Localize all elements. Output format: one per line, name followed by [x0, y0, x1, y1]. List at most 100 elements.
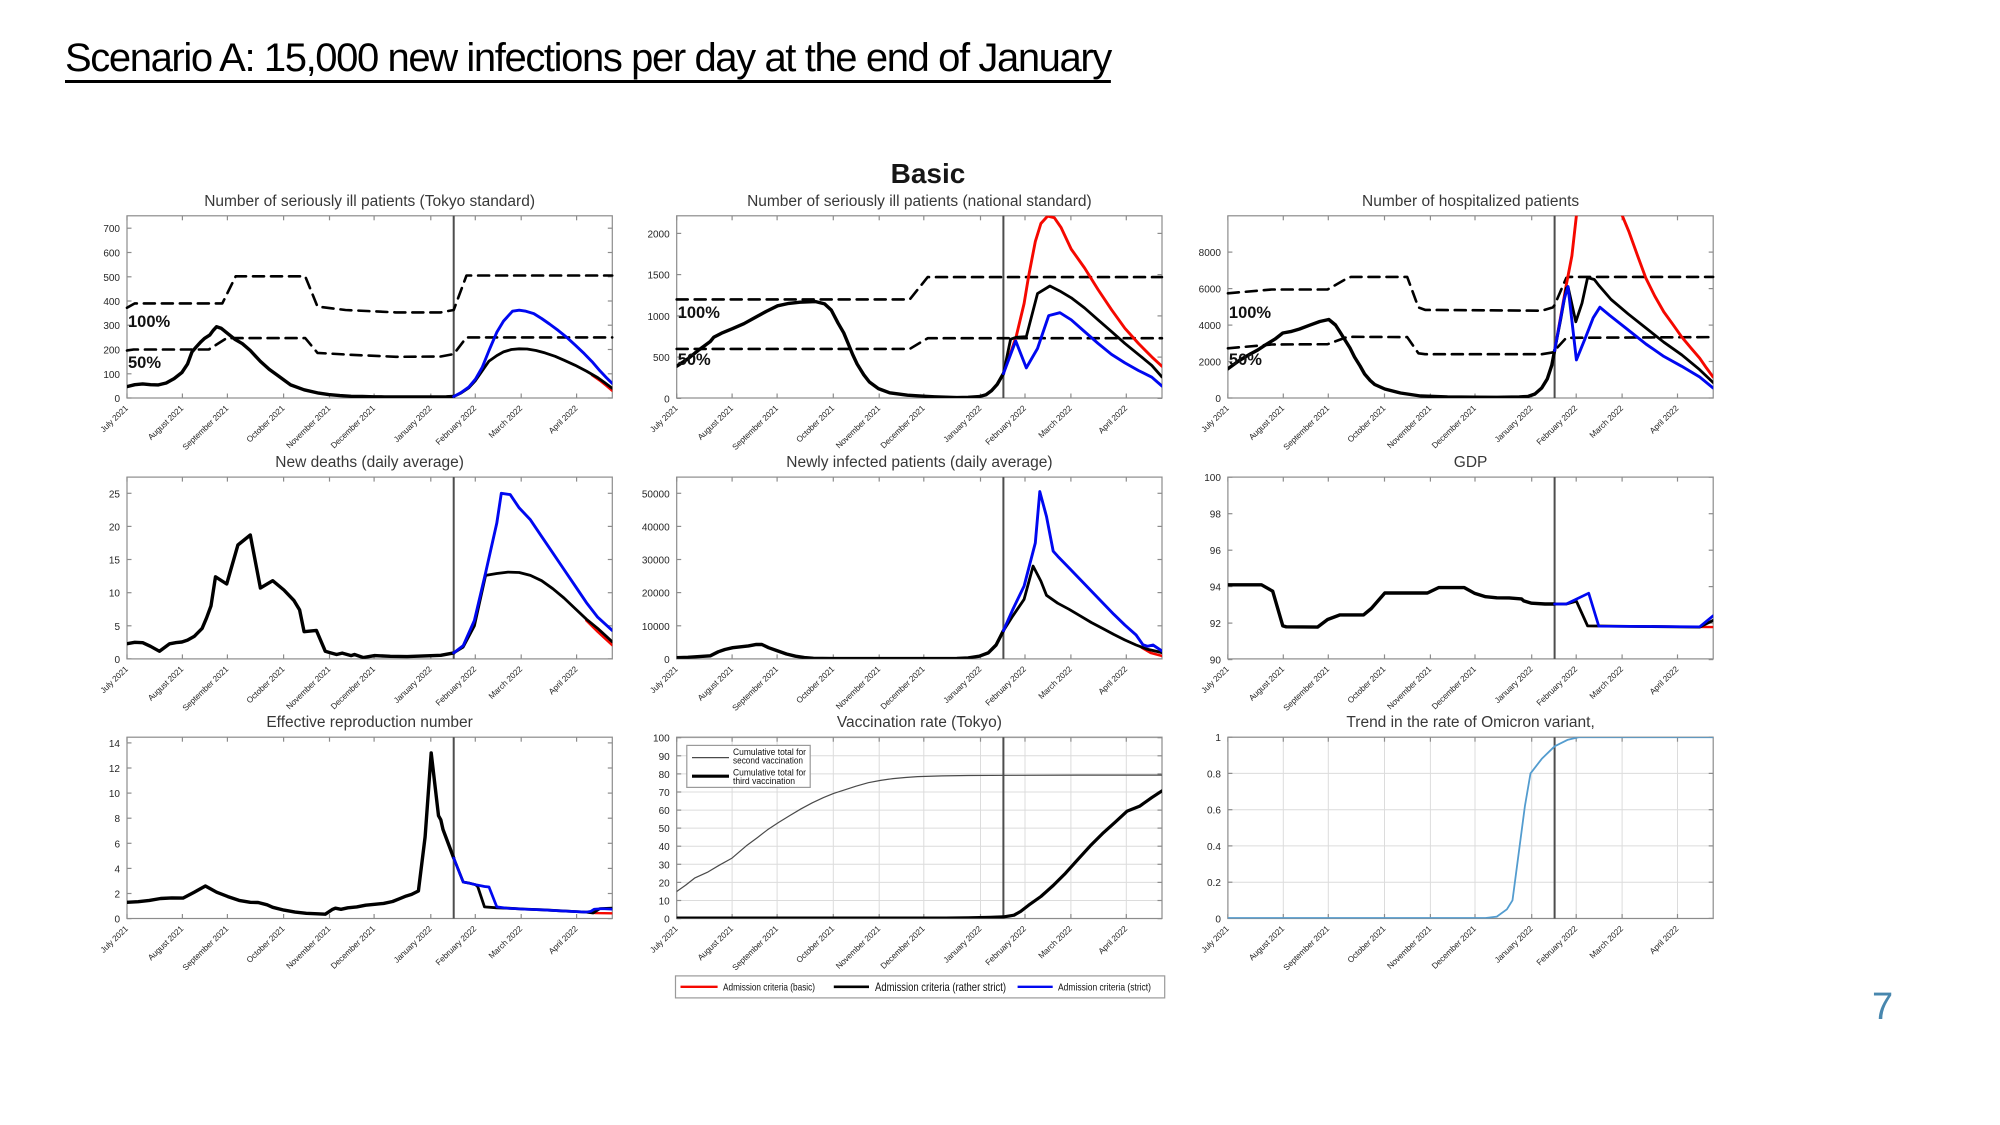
svg-text:0: 0 — [114, 655, 120, 666]
svg-text:25: 25 — [109, 489, 121, 500]
svg-text:March 2022: March 2022 — [1587, 664, 1625, 701]
svg-text:April 2022: April 2022 — [1647, 923, 1680, 956]
svg-text:December 2021: December 2021 — [878, 403, 927, 451]
svg-text:500: 500 — [103, 273, 120, 284]
svg-text:April 2022: April 2022 — [1096, 403, 1129, 436]
svg-text:0: 0 — [1215, 914, 1221, 925]
svg-text:2000: 2000 — [1199, 358, 1222, 369]
svg-text:April 2022: April 2022 — [546, 403, 579, 436]
svg-text:100%: 100% — [1229, 304, 1272, 322]
svg-text:February 2022: February 2022 — [1534, 664, 1579, 708]
svg-text:100: 100 — [1204, 473, 1221, 484]
svg-text:2: 2 — [114, 890, 120, 901]
svg-text:100%: 100% — [678, 304, 721, 322]
svg-text:October 2021: October 2021 — [1345, 923, 1388, 965]
svg-text:February 2022: February 2022 — [433, 664, 478, 708]
svg-text:0: 0 — [664, 915, 670, 926]
svg-text:November 2021: November 2021 — [284, 403, 333, 451]
svg-text:100: 100 — [103, 370, 120, 381]
svg-text:December 2021: December 2021 — [1429, 923, 1478, 971]
svg-text:0: 0 — [664, 394, 670, 405]
svg-text:0.6: 0.6 — [1207, 806, 1221, 817]
svg-text:September 2021: September 2021 — [180, 664, 230, 713]
svg-text:50%: 50% — [128, 354, 161, 372]
svg-text:30000: 30000 — [642, 556, 670, 567]
svg-text:500: 500 — [653, 353, 670, 364]
svg-text:0: 0 — [114, 394, 120, 405]
svg-text:September 2021: September 2021 — [180, 403, 230, 452]
svg-text:Admission criteria (strict): Admission criteria (strict) — [1058, 981, 1151, 993]
svg-text:1000: 1000 — [647, 312, 670, 323]
svg-text:Newly infected patients (daily: Newly infected patients (daily average) — [786, 454, 1052, 471]
svg-text:February 2022: February 2022 — [1534, 403, 1579, 447]
svg-text:10: 10 — [109, 589, 121, 600]
svg-text:30: 30 — [659, 860, 671, 871]
svg-text:April 2022: April 2022 — [1096, 923, 1129, 956]
svg-text:December 2021: December 2021 — [329, 403, 378, 451]
svg-text:0: 0 — [1215, 394, 1221, 405]
svg-text:December 2021: December 2021 — [878, 923, 927, 971]
svg-text:October 2021: October 2021 — [244, 403, 287, 445]
svg-text:third vaccination: third vaccination — [733, 776, 795, 786]
svg-text:94: 94 — [1210, 583, 1222, 594]
svg-text:12: 12 — [109, 764, 121, 775]
svg-text:March 2022: March 2022 — [1587, 403, 1625, 440]
svg-text:November 2021: November 2021 — [834, 403, 883, 451]
svg-text:January 2022: January 2022 — [941, 923, 984, 965]
svg-text:April 2022: April 2022 — [1647, 403, 1680, 436]
svg-text:50%: 50% — [1229, 351, 1262, 369]
svg-text:40000: 40000 — [642, 522, 670, 533]
svg-text:October 2021: October 2021 — [794, 403, 837, 445]
svg-text:December 2021: December 2021 — [1429, 664, 1478, 712]
svg-text:September 2021: September 2021 — [1281, 923, 1331, 972]
svg-text:8: 8 — [114, 814, 120, 825]
svg-text:August 2021: August 2021 — [146, 664, 186, 703]
svg-text:4: 4 — [114, 864, 120, 875]
svg-text:March 2022: March 2022 — [1036, 923, 1074, 960]
svg-text:December 2021: December 2021 — [329, 664, 378, 712]
svg-text:10: 10 — [109, 789, 121, 800]
svg-text:GDP: GDP — [1454, 454, 1488, 471]
svg-text:September 2021: September 2021 — [730, 923, 780, 972]
svg-text:August 2021: August 2021 — [1247, 403, 1287, 442]
svg-text:July 2021: July 2021 — [98, 923, 130, 955]
svg-text:10000: 10000 — [642, 622, 670, 633]
svg-text:50%: 50% — [678, 351, 711, 369]
svg-text:March 2022: March 2022 — [1587, 923, 1625, 960]
svg-text:Number of seriously ill patien: Number of seriously ill patients (Tokyo … — [204, 193, 535, 210]
svg-text:70: 70 — [659, 788, 671, 799]
svg-text:98: 98 — [1210, 510, 1222, 521]
svg-text:92: 92 — [1210, 619, 1222, 630]
svg-text:July 2021: July 2021 — [98, 403, 130, 435]
svg-text:December 2021: December 2021 — [329, 923, 378, 971]
svg-text:January 2022: January 2022 — [1492, 664, 1535, 706]
svg-text:6000: 6000 — [1199, 285, 1222, 296]
svg-text:March 2022: March 2022 — [1036, 403, 1074, 440]
svg-text:1: 1 — [1215, 733, 1221, 744]
svg-text:July 2021: July 2021 — [648, 403, 680, 435]
svg-text:August 2021: August 2021 — [146, 403, 186, 442]
svg-text:March 2022: March 2022 — [486, 403, 524, 440]
svg-text:December 2021: December 2021 — [1429, 403, 1478, 451]
svg-text:September 2021: September 2021 — [730, 664, 780, 713]
svg-text:Vaccination rate (Tokyo): Vaccination rate (Tokyo) — [837, 714, 1002, 731]
svg-text:5: 5 — [114, 622, 120, 633]
svg-text:Admission criteria (rather str: Admission criteria (rather strict) — [875, 980, 1006, 994]
svg-text:Cumulative total for: Cumulative total for — [733, 747, 806, 757]
svg-text:July 2021: July 2021 — [1199, 403, 1231, 435]
svg-text:8000: 8000 — [1199, 248, 1222, 259]
svg-text:August 2021: August 2021 — [695, 923, 735, 962]
svg-text:April 2022: April 2022 — [1647, 664, 1680, 697]
svg-text:October 2021: October 2021 — [794, 664, 837, 706]
svg-text:April 2022: April 2022 — [1096, 664, 1129, 697]
svg-text:100: 100 — [653, 734, 670, 745]
svg-text:February 2022: February 2022 — [983, 403, 1028, 447]
svg-text:60: 60 — [659, 806, 671, 817]
svg-text:April 2022: April 2022 — [546, 923, 579, 956]
svg-text:February 2022: February 2022 — [433, 403, 478, 447]
svg-text:50: 50 — [659, 824, 671, 835]
svg-text:400: 400 — [103, 297, 120, 308]
svg-text:October 2021: October 2021 — [794, 923, 837, 965]
svg-text:January 2022: January 2022 — [1492, 403, 1535, 445]
svg-text:100%: 100% — [128, 313, 171, 331]
